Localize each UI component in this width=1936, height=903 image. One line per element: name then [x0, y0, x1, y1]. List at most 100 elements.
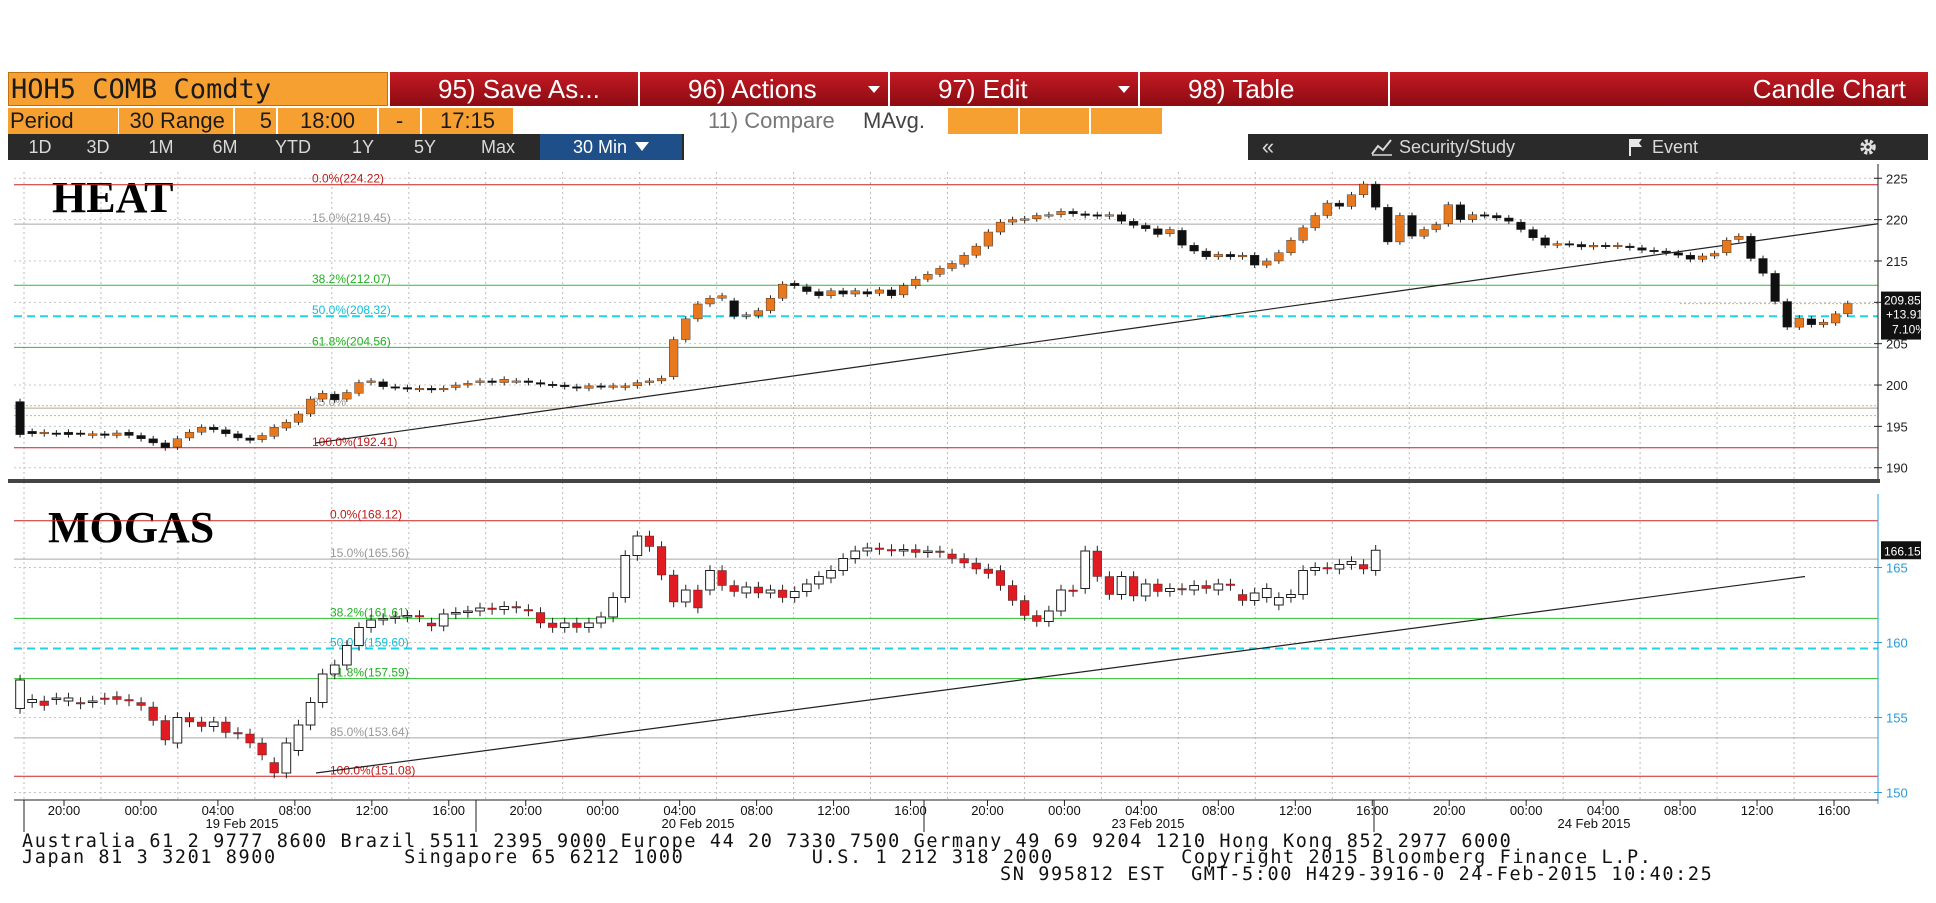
x-time-label: 08:00 [1202, 803, 1235, 818]
collapse-button[interactable]: « [1261, 134, 1275, 159]
heat-candle [765, 297, 776, 311]
end-time-input[interactable]: 17:15 [421, 108, 513, 134]
heat-candle [1516, 221, 1526, 230]
heat-candle [63, 431, 74, 435]
mogas-candle [559, 622, 570, 628]
chevron-down-icon [1118, 86, 1130, 93]
chart-type-button[interactable]: Candle Chart [1388, 72, 1928, 106]
heat-candle [1080, 213, 1090, 216]
heat-candle [523, 380, 533, 383]
heat-candle [741, 314, 751, 317]
compare-button[interactable]: 11) Compare [708, 108, 835, 133]
heat-candle [1589, 245, 1599, 248]
mogas-candle [693, 589, 703, 609]
heat-candle [257, 435, 267, 440]
period-1m-button[interactable]: 1M [148, 137, 174, 157]
event-button[interactable]: Event [1588, 134, 1738, 160]
heat-candle [1056, 211, 1066, 215]
heat-candle [753, 310, 763, 316]
settings-button[interactable] [1838, 134, 1898, 160]
mogas-candle [1346, 561, 1357, 565]
footer-session-line: SN 995812 EST GMT-5:00 H429-3916-0 24-Fe… [1000, 864, 1714, 885]
heat-title: HEAT [52, 173, 173, 222]
mogas-candle [450, 612, 461, 615]
heat-candle [1359, 183, 1369, 196]
heat-candle [1286, 240, 1296, 253]
heat-candle [729, 300, 739, 317]
mogas-candle [1225, 583, 1235, 586]
start-time-input[interactable]: 18:00 [277, 108, 377, 134]
edit-menu-button[interactable]: 97) Edit [888, 72, 1138, 106]
period-5y-button[interactable]: 5Y [413, 137, 437, 157]
heat-candle [572, 386, 582, 389]
heat-candle [1237, 254, 1248, 258]
mogas-candle [366, 619, 376, 628]
heat-candle [995, 221, 1006, 233]
heat-candle [1504, 217, 1514, 222]
mogas-candle [778, 589, 788, 598]
mavg-input-2[interactable] [1019, 108, 1089, 134]
mogas-candle [608, 597, 619, 618]
heat-candle [802, 286, 812, 292]
mogas-candle [898, 549, 909, 552]
mogas-candle [257, 742, 267, 756]
mogas-candle [959, 558, 969, 564]
heat-candle [935, 268, 945, 275]
heat-candle [1177, 230, 1187, 246]
mavg-input-3[interactable] [1090, 108, 1162, 134]
x-time-label: 08:00 [279, 803, 312, 818]
mogas-candle [995, 570, 1006, 586]
mavg-input-1[interactable] [948, 108, 1018, 134]
heat-candle [245, 437, 255, 441]
mogas-candle [27, 699, 38, 703]
heat-candle [850, 290, 860, 295]
heat-candle [1225, 254, 1235, 258]
heat-candle [1540, 237, 1550, 246]
mogas-candle [124, 699, 134, 702]
mogas-candle [535, 612, 546, 624]
period-ytd-button[interactable]: YTD [275, 137, 311, 157]
period-3d-button[interactable]: 3D [86, 137, 110, 157]
security-ticker-field[interactable]: HOH5 COMB Comdty [8, 72, 388, 106]
heat-candle [1068, 211, 1078, 215]
heat-last-price-tag [1881, 291, 1921, 340]
mogas-candle [717, 570, 727, 586]
interval-dropdown[interactable]: 30 Min [540, 134, 682, 160]
period-1d-button[interactable]: 1D [28, 137, 52, 157]
range-input[interactable]: 5 [234, 108, 276, 134]
heat-candle [511, 380, 521, 383]
chart-search-field[interactable] [684, 134, 1248, 160]
security-study-button[interactable]: Security/Study [1338, 134, 1548, 160]
mogas-candle [475, 607, 485, 612]
period-input[interactable]: 30 [118, 108, 158, 134]
table-button[interactable]: 98) Table [1138, 72, 1388, 106]
mogas-candle [390, 616, 401, 619]
heat-candle [1020, 218, 1030, 221]
heat-candle [838, 290, 848, 295]
period-6m-button[interactable]: 6M [212, 137, 238, 157]
heat-candle [160, 442, 170, 449]
mogas-fib-label: 61.8%(157.59) [330, 666, 409, 680]
mogas-candle [499, 606, 510, 610]
heat-candle [269, 427, 279, 437]
actions-menu-button[interactable]: 96) Actions [638, 72, 888, 106]
heat-candle [463, 383, 473, 386]
x-time-label: 00:00 [125, 803, 158, 818]
period-1y-button[interactable]: 1Y [351, 137, 375, 157]
heat-candle [172, 438, 182, 448]
settings-bar: Period 30 Range 5 18:00 - 17:15 11) Comp… [8, 108, 1928, 134]
period-max-button[interactable]: Max [480, 137, 515, 157]
heat-y-tick-label: 225 [1886, 171, 1908, 186]
save-as-button[interactable]: 95) Save As... [388, 72, 638, 106]
table-label: 98) Table [1188, 74, 1295, 104]
mogas-fib-label: 100.0%(151.08) [330, 763, 415, 777]
heat-candle [427, 388, 437, 391]
mogas-candle [886, 549, 897, 552]
heat-y-tick-label: 215 [1886, 254, 1908, 269]
mavg-label: MAvg. [863, 108, 925, 133]
heat-candle [330, 393, 340, 401]
heat-candle [76, 432, 86, 435]
mogas-candle [680, 589, 691, 603]
x-time-label: 00:00 [1048, 803, 1081, 818]
